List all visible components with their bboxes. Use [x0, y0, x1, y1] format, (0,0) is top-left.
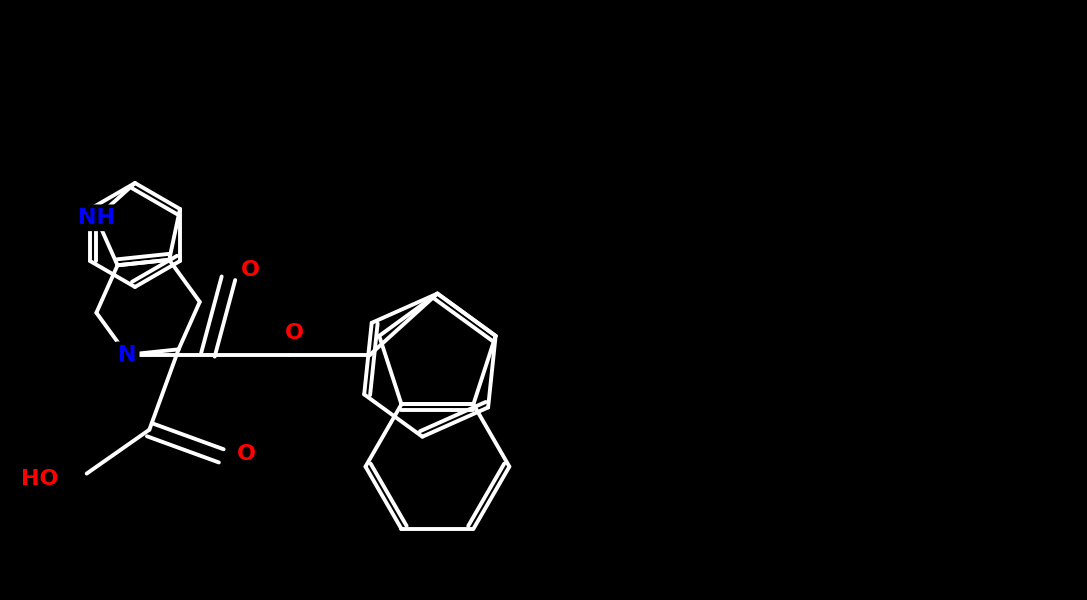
Text: O: O	[237, 444, 255, 464]
Text: HO: HO	[21, 469, 59, 488]
Text: O: O	[241, 260, 260, 280]
Text: NH: NH	[78, 208, 115, 228]
Text: N: N	[117, 345, 136, 365]
Text: O: O	[285, 323, 303, 343]
